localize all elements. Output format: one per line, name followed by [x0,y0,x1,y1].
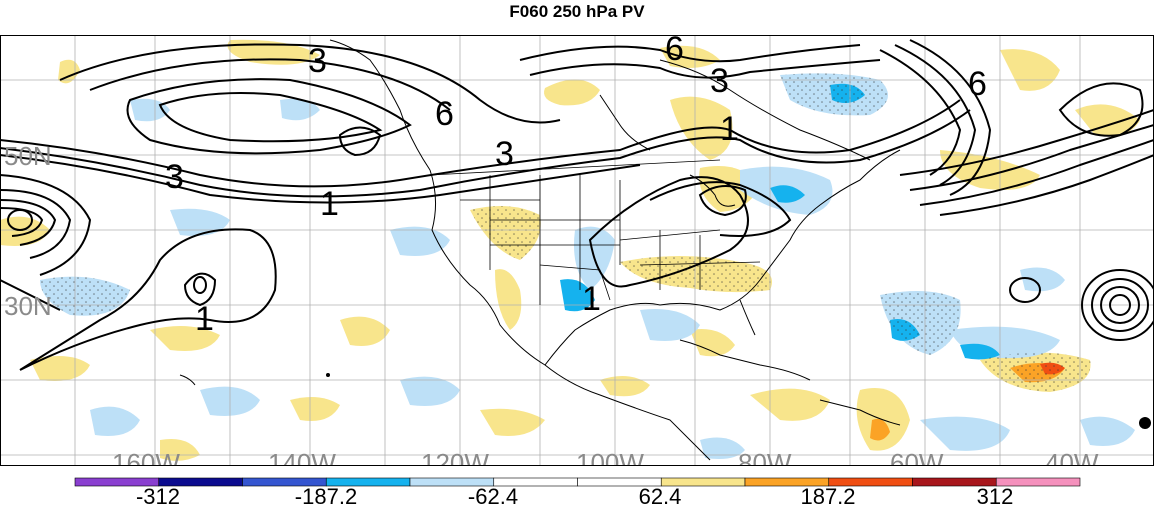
graticule [0,35,1154,466]
contour-label: 1 [582,280,601,318]
contour-label: 3 [165,158,184,196]
contour-label: 6 [435,95,454,133]
contour-label: 1 [320,185,339,223]
contour-label: 6 [968,65,987,103]
marker-dot [1139,417,1151,429]
lon-label-40w: 40W [1045,448,1099,478]
contour-label: 3 [308,42,327,80]
colorbar-swatch [995,477,1081,487]
colorbar-label: 187.2 [800,484,856,509]
lon-label-60w: 60W [890,448,944,478]
lat-label-50n: 50N [4,141,52,171]
map-title: F060 250 hPa PV [509,2,645,21]
state-borders [429,159,761,305]
contour-labels: 3 6 6 3 6 3 3 1 1 1 1 [165,30,987,338]
colorbar [74,477,1081,487]
lat-label-30n: 30N [4,291,52,321]
contour-label: 1 [720,110,739,148]
small-marker-dot [326,373,330,377]
contour-label: 3 [710,62,729,100]
colorbar-label: -187.2 [294,484,358,509]
contour-label: 6 [665,30,684,68]
lon-label-80w: 80W [738,448,792,478]
lon-label-100w: 100W [576,448,644,478]
contour-label: 3 [495,135,514,173]
colorbar-label: -62.4 [467,484,519,509]
lon-label-160w: 160W [112,448,180,478]
stipple-overlay [40,73,1091,392]
lon-label-120w: 120W [421,448,489,478]
lon-label-140w: 140W [268,448,336,478]
contour-label: 1 [195,300,214,338]
axis-labels: 50N 30N 160W 140W 120W 100W 80W 60W 40W [4,141,1099,478]
colorbar-label: -312 [135,484,181,509]
pv-contours [0,39,1154,371]
coastlines [179,39,901,461]
colorbar-label: 62.4 [638,484,682,509]
colorbar-label: 312 [976,484,1014,509]
pv-negative-shading [40,73,1135,459]
